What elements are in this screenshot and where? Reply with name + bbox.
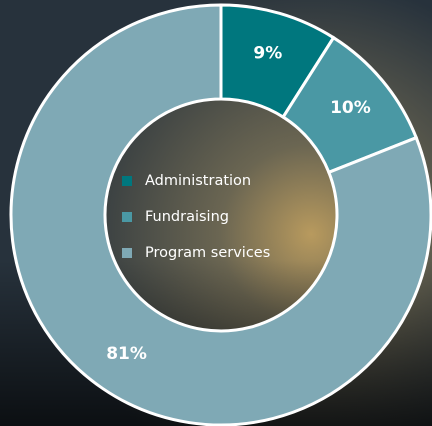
value-label: 81% xyxy=(106,344,147,364)
legend-label: Administration xyxy=(145,173,251,189)
value-label: 10% xyxy=(330,98,371,118)
legend-label: Fundraising xyxy=(145,209,229,225)
legend-swatch xyxy=(122,212,132,222)
donut-segment xyxy=(9,3,432,426)
value-label: 9% xyxy=(253,44,282,64)
legend-swatch xyxy=(122,176,132,186)
legend-label: Program services xyxy=(145,245,270,261)
legend: Administration Fundraising Program service… xyxy=(122,173,270,261)
donut: 9% 10% 81% xyxy=(9,3,432,426)
legend-swatch xyxy=(122,248,132,258)
